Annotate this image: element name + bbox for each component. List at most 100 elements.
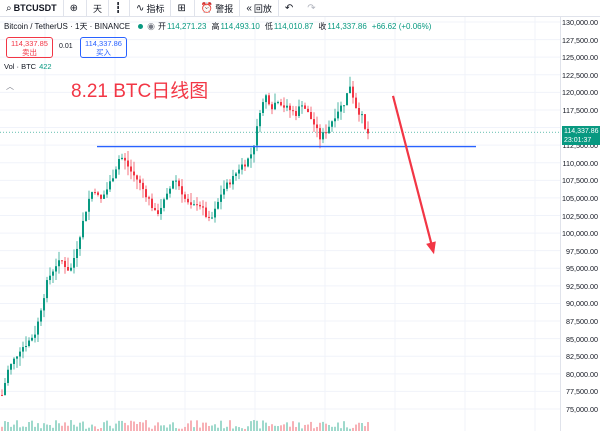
candle-body: [337, 111, 339, 119]
volume-bar: [229, 420, 231, 431]
price-axis-label: 107,500.00: [562, 176, 598, 186]
volume-bar: [10, 426, 12, 431]
symbol-title[interactable]: Bitcoin / TetherUS · 1天 · BINANCE: [4, 22, 131, 31]
collapse-icon[interactable]: ︿: [6, 82, 14, 91]
price-axis-label: 87,500.00: [566, 317, 598, 327]
candle-body: [46, 280, 48, 299]
candle-body: [199, 204, 201, 207]
candle-body: [256, 126, 258, 146]
redo-icon: ↷: [307, 2, 316, 14]
volume-bar: [172, 422, 174, 431]
symbol-search[interactable]: ⌕ BTCUSDT: [0, 0, 64, 17]
candle-body: [58, 260, 60, 267]
price-axis-label: 100,000.00: [562, 229, 598, 239]
volume-bar: [253, 420, 255, 431]
candle-body: [196, 204, 198, 206]
candle-body: [238, 169, 240, 174]
volume-bar: [130, 420, 132, 431]
candle-body: [229, 182, 231, 185]
volume-bar: [127, 425, 129, 431]
volume-bar: [109, 425, 111, 431]
candle-body: [109, 181, 111, 190]
replay-button[interactable]: « 回放: [240, 0, 279, 17]
price-axis-label: 85,000.00: [566, 334, 598, 344]
volume-legend[interactable]: Vol · BTC 422: [4, 62, 52, 71]
buy-price: 114,337.86: [85, 39, 122, 48]
candle-body: [184, 194, 186, 199]
candle-body: [100, 194, 102, 199]
candle-body: [235, 173, 237, 176]
candle-body: [226, 182, 228, 189]
candle-body: [172, 180, 174, 189]
candle-body: [355, 97, 357, 108]
volume-bar: [322, 421, 324, 431]
candle-body: [103, 194, 105, 199]
volume-bar: [220, 420, 222, 431]
eye-icon[interactable]: ◉: [147, 21, 155, 31]
price-axis[interactable]: 130,000.00 127,500.00 125,000.00 122,500.00…: [560, 17, 600, 431]
volume-bar: [241, 428, 243, 431]
chart-type-button[interactable]: ┇: [109, 0, 131, 17]
candle-body: [268, 95, 270, 105]
candle-body: [322, 132, 324, 140]
candle-body: [154, 208, 156, 211]
volume-bar: [307, 424, 309, 431]
candle-body: [136, 175, 138, 180]
volume-bar: [40, 428, 42, 431]
volume-bar: [16, 420, 18, 431]
candle-body: [73, 257, 75, 268]
candle-body: [211, 217, 213, 219]
candle-body: [274, 102, 276, 110]
layout-button[interactable]: ⊞: [171, 0, 195, 17]
buy-button[interactable]: 114,337.86 买入: [80, 37, 127, 58]
redo-button[interactable]: ↷: [301, 0, 323, 17]
current-price-tag: 114,337.86 23:01:37: [562, 126, 600, 146]
price-axis-label: 77,500.00: [566, 387, 598, 397]
top-toolbar: ⌕ BTCUSDT ⊕ 天 ┇ ∿ 指标 ⊞ ⏰ 警报 « 回放 ↶ ↷: [0, 0, 600, 17]
volume-bar: [25, 426, 27, 431]
candle-body: [244, 164, 246, 167]
candle-body: [193, 204, 195, 206]
countdown-label: 23:01:37: [564, 137, 592, 145]
candle-body: [265, 95, 267, 103]
price-axis-label: 92,500.00: [566, 281, 598, 291]
candle-body: [97, 192, 99, 195]
volume-bar: [82, 421, 84, 431]
volume-bar: [235, 426, 237, 431]
volume-bar: [316, 426, 318, 431]
sell-button[interactable]: 114,337.85 卖出: [6, 37, 53, 58]
indicators-button[interactable]: ∿ 指标: [130, 0, 172, 17]
volume-bar: [250, 421, 252, 431]
candle-body: [145, 189, 147, 198]
volume-bar: [91, 424, 93, 431]
alert-button[interactable]: ⏰ 警报: [195, 0, 241, 17]
volume-bar: [193, 427, 195, 431]
price-axis-label: 117,500.00: [562, 105, 598, 115]
candle-body: [7, 369, 9, 383]
low-value: 114,010.87: [273, 22, 314, 31]
candle-body: [148, 197, 150, 199]
volume-bar: [133, 421, 135, 431]
undo-button[interactable]: ↶: [279, 0, 301, 17]
buy-label: 买入: [96, 48, 111, 57]
candle-body: [232, 175, 234, 185]
price-chart[interactable]: [0, 17, 560, 431]
volume-bar: [94, 426, 96, 431]
price-axis-label: 120,000.00: [562, 88, 598, 98]
volume-bar: [31, 420, 33, 431]
volume-bar: [196, 420, 198, 431]
open-value: 114,271.23: [166, 22, 207, 31]
price-axis-label: 112,500.00: [562, 141, 598, 151]
candle-body: [346, 93, 348, 106]
volume-bar: [199, 427, 201, 431]
candle-body: [286, 105, 288, 108]
volume-bar: [355, 424, 357, 431]
volume-bar: [202, 422, 204, 431]
interval-button[interactable]: 天: [87, 0, 110, 17]
volume-bar: [265, 422, 267, 431]
price-axis-label: 75,000.00: [566, 405, 598, 414]
candle-body: [190, 202, 192, 205]
candle-body: [25, 346, 27, 348]
trend-arrow-line: [391, 95, 434, 247]
add-symbol-button[interactable]: ⊕: [64, 0, 87, 17]
